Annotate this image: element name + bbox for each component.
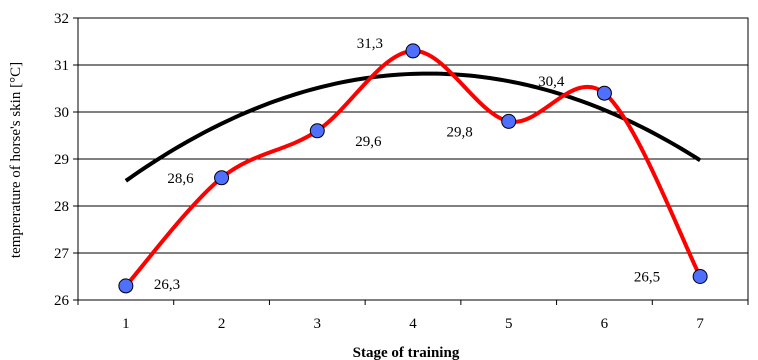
x-tick-label: 2 [218,316,226,332]
data-point [214,170,230,186]
x-tick-label: 6 [601,316,609,332]
y-axis-title: temprerature of horse's skin [°C] [8,62,24,258]
data-label: 26,3 [154,277,180,293]
y-tick-label: 26 [54,293,70,309]
data-point [596,85,612,101]
x-tick-label: 5 [505,316,513,332]
series-lines [124,48,702,288]
x-tick-label: 7 [696,316,704,332]
y-tick-label: 31 [54,58,69,74]
data-point [501,113,517,129]
x-tick-label: 4 [409,316,417,332]
axes [73,17,749,305]
tick-labels: 26 27 28 29 30 31 32 1 2 3 4 5 6 7 [54,11,704,332]
plot-border [77,17,749,301]
data-labels: 26,3 28,6 29,6 31,3 29,8 30,4 26,5 [154,36,660,293]
y-tick-label: 29 [54,152,69,168]
data-markers [118,43,708,294]
trend-line [124,71,702,183]
y-tick-label: 30 [54,105,69,121]
data-label: 29,8 [446,124,472,140]
temperature-line [124,48,702,288]
x-tick-label: 1 [122,316,130,332]
x-axis-title: Stage of training [353,345,460,360]
y-tick-label: 27 [54,246,70,262]
data-label: 28,6 [167,171,194,187]
y-tick-label: 32 [54,11,69,27]
y-tick-label: 28 [54,199,69,215]
data-label: 31,3 [357,36,383,52]
x-tick-label: 3 [314,316,322,332]
data-point [118,278,134,294]
data-point [692,269,708,284]
data-label: 29,6 [355,134,382,150]
data-label: 30,4 [538,74,565,90]
data-point [309,123,325,139]
data-point [405,43,421,59]
data-label: 26,5 [634,270,660,286]
